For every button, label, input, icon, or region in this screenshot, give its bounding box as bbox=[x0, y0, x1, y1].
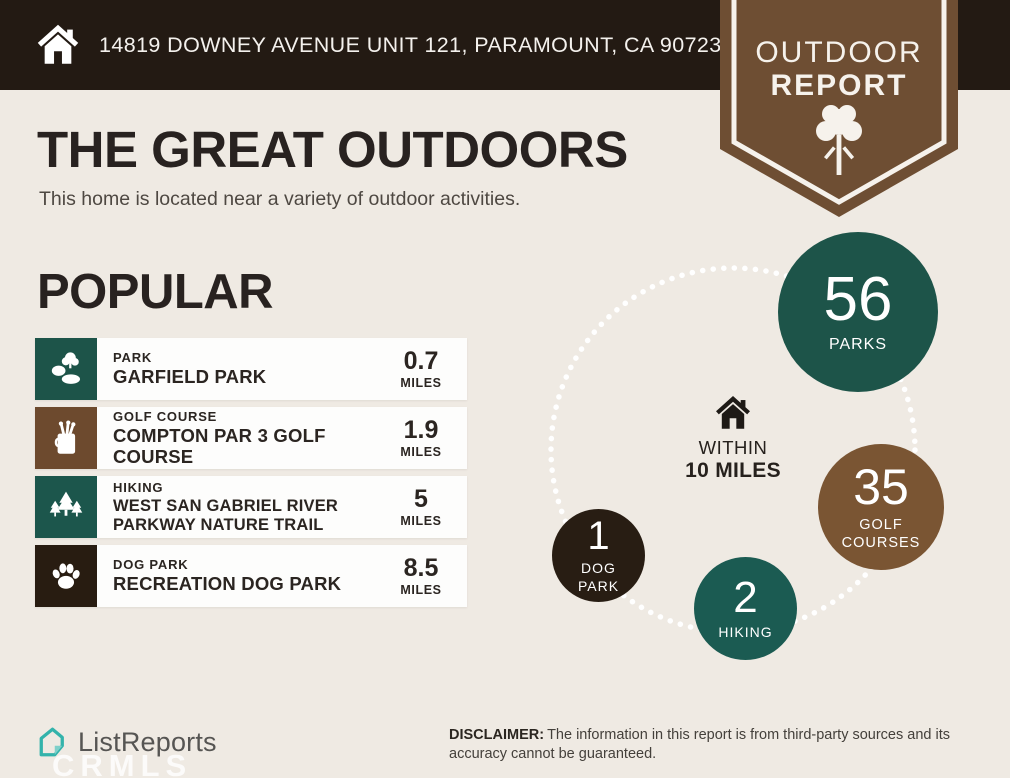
item-category: HIKING bbox=[113, 480, 164, 496]
badge-line1: OUTDOOR bbox=[755, 36, 922, 69]
list-item-hiking: HIKING WEST SAN GABRIEL RIVER PARKWAY NA… bbox=[35, 476, 467, 538]
crmls-watermark: CRMLS bbox=[52, 748, 193, 778]
stat-label: PARKS bbox=[828, 336, 888, 353]
item-name: GARFIELD PARK bbox=[113, 366, 267, 388]
page-title: THE GREAT OUTDOORS bbox=[37, 121, 628, 178]
item-category: PARK bbox=[113, 350, 153, 366]
stat-bubble-hiking: 2 HIKING bbox=[694, 557, 797, 660]
home-icon bbox=[37, 24, 79, 64]
stat-bubble-parks: 56 PARKS bbox=[778, 232, 938, 392]
stat-label: DOG PARK bbox=[577, 560, 620, 594]
stat-count: 56 bbox=[823, 265, 893, 334]
park-icon bbox=[35, 338, 97, 400]
item-name: COMPTON PAR 3 GOLF COURSE bbox=[113, 424, 326, 467]
house-icon bbox=[716, 396, 750, 429]
pine-trees-icon bbox=[35, 476, 97, 538]
tree-icon bbox=[816, 105, 862, 175]
item-category: DOG PARK bbox=[113, 557, 189, 573]
item-distance: 5 bbox=[414, 484, 428, 513]
outdoor-report-badge: OUTDOOR REPORT bbox=[720, 0, 958, 220]
stat-label: GOLF COURSES bbox=[841, 516, 921, 551]
popular-heading: POPULAR bbox=[37, 265, 274, 319]
listreports-house-icon bbox=[39, 727, 64, 757]
item-name: WEST SAN GABRIEL RIVER PARKWAY NATURE TR… bbox=[113, 497, 339, 534]
badge-line2: REPORT bbox=[770, 69, 907, 102]
item-unit: MILES bbox=[400, 444, 442, 459]
stat-count: 35 bbox=[853, 458, 909, 515]
radius-label: 10 MILES bbox=[685, 459, 781, 482]
list-item-park: PARK GARFIELD PARK 0.7 MILES bbox=[35, 338, 467, 400]
popular-list: PARK GARFIELD PARK 0.7 MILES bbox=[35, 338, 467, 614]
radius-center-label: WITHIN 10 MILES bbox=[645, 392, 821, 483]
item-category: GOLF COURSE bbox=[113, 408, 218, 424]
listreports-logo: ListReports bbox=[33, 724, 217, 760]
disclaimer-label: DISCLAIMER: bbox=[449, 727, 545, 743]
list-item-golf: GOLF COURSE COMPTON PAR 3 GOLF COURSE 1.… bbox=[35, 407, 467, 469]
item-unit: MILES bbox=[400, 375, 442, 390]
item-unit: MILES bbox=[400, 513, 442, 528]
disclaimer-text: DISCLAIMER: The information in this repor… bbox=[449, 727, 950, 763]
item-unit: MILES bbox=[400, 582, 442, 597]
golf-bag-icon bbox=[35, 407, 97, 469]
stat-label: HIKING bbox=[718, 623, 773, 640]
item-distance: 1.9 bbox=[403, 415, 439, 444]
paw-icon bbox=[35, 545, 97, 607]
item-name: RECREATION DOG PARK bbox=[113, 573, 342, 595]
item-distance: 8.5 bbox=[403, 553, 439, 582]
stat-count: 2 bbox=[733, 572, 758, 622]
stat-bubble-dog-park: 1 DOG PARK bbox=[552, 509, 645, 602]
stat-count: 1 bbox=[587, 514, 610, 558]
stat-bubble-golf-courses: 35 GOLF COURSES bbox=[818, 444, 944, 570]
within-label: WITHIN bbox=[698, 437, 768, 458]
brand-name: ListReports bbox=[78, 726, 217, 757]
list-item-dog-park: DOG PARK RECREATION DOG PARK 8.5 MILES bbox=[35, 545, 467, 607]
property-address: 14819 DOWNEY AVENUE UNIT 121, PARAMOUNT,… bbox=[99, 32, 722, 57]
page-subtitle: This home is located near a variety of o… bbox=[39, 188, 521, 210]
item-distance: 0.7 bbox=[403, 346, 439, 375]
